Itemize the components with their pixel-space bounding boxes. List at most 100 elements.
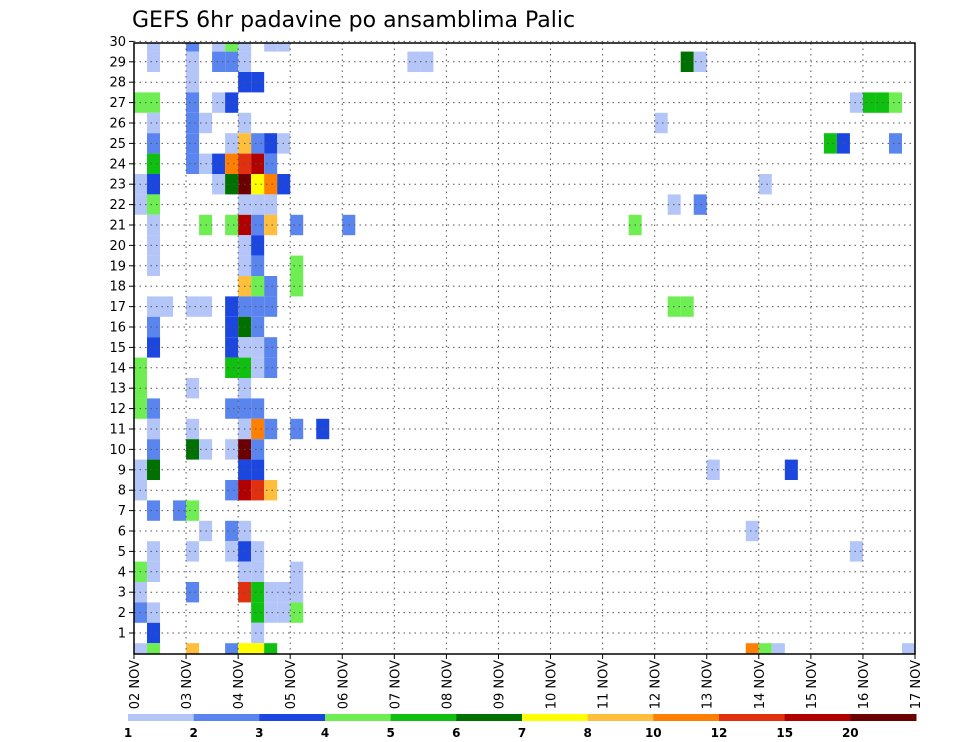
heatmap-cell	[251, 439, 265, 460]
heatmap-cell	[758, 643, 772, 654]
colorbar-tick-label: 12	[711, 726, 728, 740]
heatmap-cell	[147, 459, 161, 480]
y-tick-label: 23	[109, 178, 126, 193]
heatmap-cell	[849, 541, 863, 562]
heatmap-cell	[277, 43, 291, 52]
y-axis: 1234567891011121314151617181920212223242…	[109, 35, 134, 642]
colorbar-swatch	[390, 714, 457, 721]
y-tick-label: 15	[109, 341, 126, 356]
heatmap-cell	[225, 439, 239, 460]
heatmap-cell	[225, 541, 239, 562]
heatmap-cell	[251, 418, 265, 440]
heatmap-cell	[758, 174, 772, 195]
x-tick-label: 02 NOV	[128, 660, 143, 709]
y-tick-label: 28	[109, 76, 126, 91]
heatmap-cell	[251, 480, 265, 501]
heatmap-cell	[888, 92, 902, 113]
colorbar-tick-label: 6	[452, 726, 460, 740]
heatmap-cell	[225, 296, 239, 317]
x-tick-label: 11 NOV	[597, 660, 612, 709]
x-tick-label: 08 NOV	[440, 660, 455, 709]
heatmap-cell	[693, 194, 707, 215]
heatmap-cell	[823, 133, 837, 154]
heatmap-cell	[862, 92, 876, 113]
heatmap-cell	[251, 296, 265, 317]
colorbar: 1 2 3 4 5 6 7 8 10 12 15 20	[124, 714, 917, 740]
heatmap-cell	[147, 235, 161, 256]
heatmap-cell	[290, 214, 304, 236]
y-tick-label: 12	[109, 402, 126, 417]
heatmap-cell	[147, 561, 161, 582]
heatmap-cell	[173, 500, 187, 521]
colorbar-tick-label: 10	[645, 726, 662, 740]
heatmap-cell	[225, 316, 239, 338]
heatmap-cell	[186, 112, 200, 134]
heatmap-cell	[771, 643, 785, 654]
colorbar-swatch	[259, 714, 326, 721]
heatmap-cell	[225, 51, 239, 72]
heatmap-cell	[290, 561, 304, 582]
heatmap-cell	[316, 418, 330, 440]
y-tick-label: 20	[109, 239, 126, 254]
heatmap-cell	[212, 51, 226, 72]
heatmap-cell	[225, 133, 239, 154]
heatmap-cell	[147, 112, 161, 134]
heatmap-cell	[225, 174, 239, 195]
colorbar-swatch	[325, 714, 392, 721]
heatmap-cell	[147, 418, 161, 440]
heatmap-cell	[251, 316, 265, 338]
heatmap-cell	[264, 153, 278, 174]
y-tick-label: 16	[109, 321, 126, 336]
heatmap-cell	[225, 92, 239, 113]
heatmap-cell	[290, 418, 304, 440]
colorbar-swatch	[587, 714, 654, 721]
heatmap-cell	[849, 92, 863, 113]
colorbar-swatch	[653, 714, 720, 721]
heatmap-cell	[238, 643, 252, 654]
heatmap-cell	[290, 255, 304, 276]
y-tick-label: 17	[109, 300, 126, 315]
heatmap-cell	[251, 582, 265, 603]
heatmap-cell	[745, 520, 759, 542]
heatmap-cell	[901, 643, 915, 654]
y-tick-label: 30	[109, 35, 126, 50]
y-tick-label: 18	[109, 280, 126, 295]
x-tick-label: 15 NOV	[805, 660, 820, 709]
heatmap-cell	[290, 602, 304, 623]
heatmap-cell	[407, 51, 421, 72]
heatmap-cell	[264, 582, 278, 603]
x-tick-label: 13 NOV	[701, 660, 716, 709]
heatmap-cell	[225, 398, 239, 419]
heatmap-cell	[225, 357, 239, 378]
heatmap-cell	[186, 439, 200, 460]
x-tick-label: 10 NOV	[545, 660, 560, 709]
heatmap-cell	[251, 214, 265, 236]
heatmap-cell	[147, 51, 161, 72]
heatmap-cell	[186, 43, 200, 52]
heatmap-cell	[251, 541, 265, 562]
heatmap-cell	[264, 43, 278, 52]
y-tick-label: 4	[118, 565, 126, 580]
heatmap-cell	[251, 398, 265, 419]
heatmap-cell	[264, 296, 278, 317]
x-tick-label: 17 NOV	[909, 660, 924, 709]
heatmap-cell	[212, 92, 226, 113]
heatmap-cell	[251, 255, 265, 276]
y-tick-label: 29	[109, 55, 126, 70]
y-tick-label: 21	[109, 219, 126, 234]
heatmap-cell	[251, 459, 265, 480]
heatmap-cell	[147, 602, 161, 623]
x-tick-label: 09 NOV	[493, 660, 508, 709]
heatmap-cell	[147, 622, 161, 644]
heatmap-cell	[693, 51, 707, 72]
heatmap-cell	[186, 153, 200, 174]
colorbar-tick-label: 20	[842, 726, 859, 740]
y-tick-label: 8	[118, 484, 126, 499]
heatmap-cell	[264, 276, 278, 297]
heatmap-cell	[251, 235, 265, 256]
heatmap-cell	[147, 439, 161, 460]
heatmap-cell	[147, 398, 161, 419]
heatmap-cell	[147, 316, 161, 338]
heatmap-cell	[147, 133, 161, 154]
